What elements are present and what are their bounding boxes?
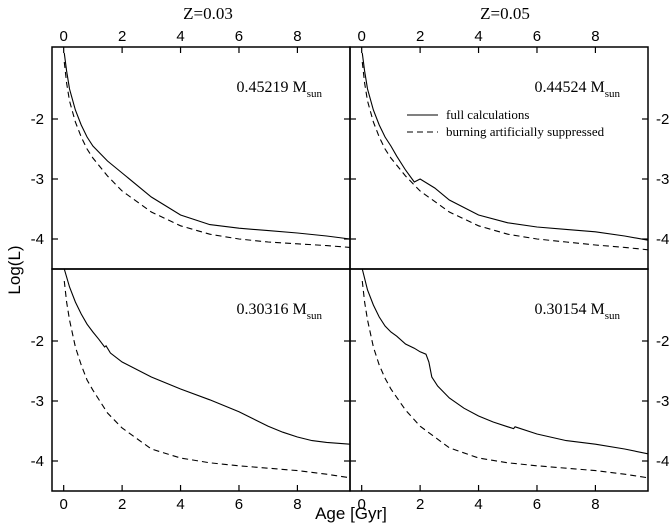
y-tick-label: -3 xyxy=(31,393,44,410)
y-tick-label: -3 xyxy=(656,393,669,410)
x-tick-label: 2 xyxy=(416,496,424,513)
dashed-series-line xyxy=(63,280,350,479)
x-tick-label: 8 xyxy=(591,496,599,513)
y-tick-label: -3 xyxy=(656,171,669,188)
y-tick-label: -4 xyxy=(31,453,44,470)
solid-series-line xyxy=(361,269,648,455)
x-tick-label-top: 6 xyxy=(533,28,541,45)
panel-0: 0 2 4 6 8 -2 -3 -4 0.45219 Msun xyxy=(31,28,351,270)
x-tick-label-top: 4 xyxy=(176,28,184,45)
y-tick-label: -2 xyxy=(656,111,669,128)
x-axis-label: Age [Gyr] xyxy=(315,504,387,523)
x-tick-label-top: 0 xyxy=(60,28,68,45)
y-tick-label: -2 xyxy=(31,333,44,350)
mass-label: 0.45219 Msun xyxy=(236,79,322,100)
dashed-series-line xyxy=(361,280,648,479)
panels: 0 2 4 6 8 -2 -3 -4 0.45219 Msun 0 2 4 6 8 -2 -3 -4 0.4452… xyxy=(31,28,670,513)
x-tick-label: 8 xyxy=(293,496,301,513)
x-tick-label: 0 xyxy=(60,496,68,513)
y-tick-label: -4 xyxy=(656,231,669,248)
x-tick-label-top: 8 xyxy=(591,28,599,45)
x-tick-label-top: 6 xyxy=(235,28,243,45)
x-tick-label: 4 xyxy=(474,496,482,513)
x-tick-label: 6 xyxy=(235,496,243,513)
panel-1: 0 2 4 6 8 -2 -3 -4 0.44524 Msun full calculations… xyxy=(349,28,669,270)
panel-3: 0 2 4 6 8 -2 -3 -4 0.30154 Msun xyxy=(349,268,669,513)
legend-label: burning artificially suppressed xyxy=(446,124,605,139)
x-tick-label-top: 8 xyxy=(293,28,301,45)
legend: full calculations burning artificially su… xyxy=(407,107,605,139)
x-tick-label-top: 2 xyxy=(416,28,424,45)
column-title-right: Z=0.05 xyxy=(480,4,530,23)
legend-label: full calculations xyxy=(446,107,529,122)
x-tick-label: 0 xyxy=(358,496,366,513)
mass-label: 0.30154 Msun xyxy=(534,301,620,322)
y-tick-label: -4 xyxy=(656,453,669,470)
y-axis-label: Log(L) xyxy=(5,245,24,294)
panel-2: 0 2 4 6 8 -2 -3 -4 0.30316 Msun xyxy=(31,268,351,513)
solid-series-line xyxy=(361,52,648,241)
y-tick-label: -2 xyxy=(656,333,669,350)
mass-label: 0.30316 Msun xyxy=(236,301,322,322)
mass-label: 0.44524 Msun xyxy=(534,79,620,100)
y-tick-label: -2 xyxy=(31,111,44,128)
y-tick-label: -3 xyxy=(31,171,44,188)
solid-series-line xyxy=(63,52,350,240)
x-tick-label-top: 0 xyxy=(358,28,366,45)
dashed-series-line xyxy=(361,61,648,251)
x-tick-label-top: 2 xyxy=(118,28,126,45)
column-title-left: Z=0.03 xyxy=(183,4,233,23)
panel-frame xyxy=(349,268,649,492)
x-tick-label: 4 xyxy=(176,496,184,513)
solid-series-line xyxy=(63,269,350,445)
y-tick-label: -4 xyxy=(31,231,44,248)
x-tick-label: 2 xyxy=(118,496,126,513)
x-tick-label: 6 xyxy=(533,496,541,513)
dashed-series-line xyxy=(63,61,350,248)
x-tick-label-top: 4 xyxy=(474,28,482,45)
